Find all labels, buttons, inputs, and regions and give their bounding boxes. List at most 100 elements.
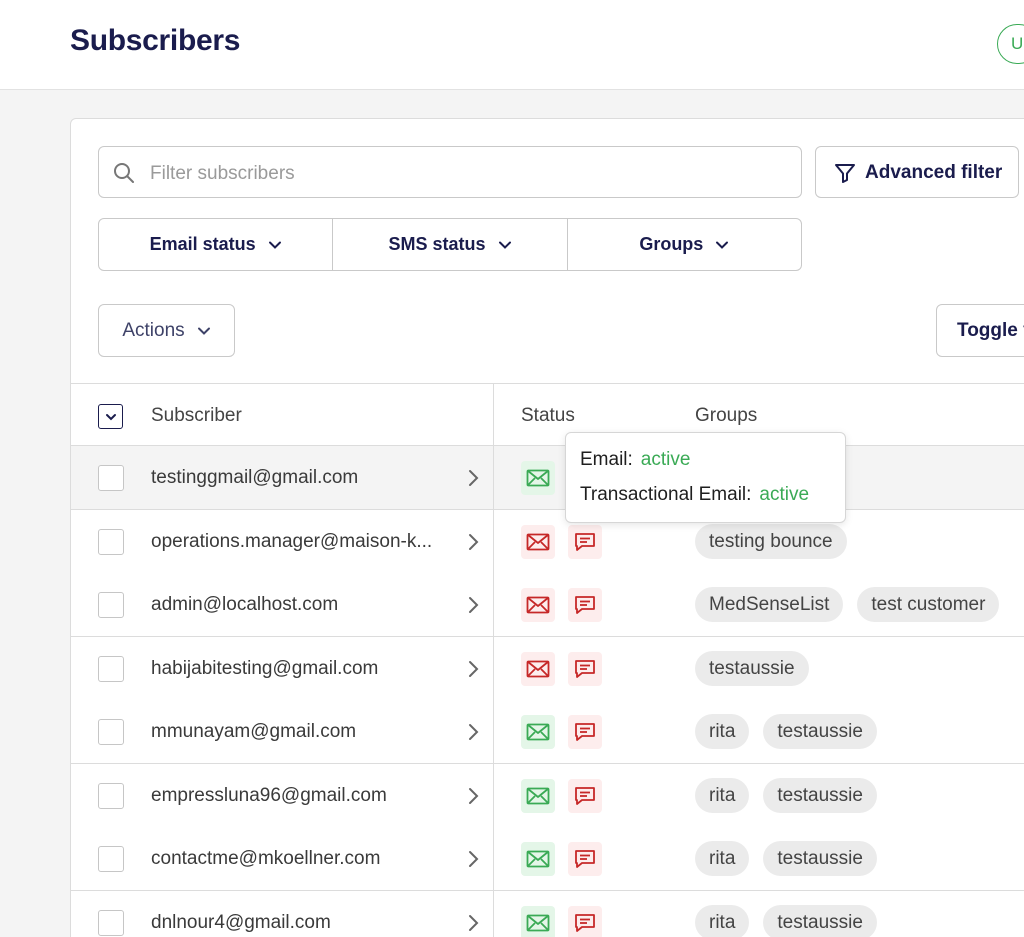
table-row[interactable]: operations.manager@maison-k... testing bo… — [71, 509, 1024, 574]
select-all-checkbox[interactable] — [98, 404, 123, 429]
chevron-down-icon — [105, 413, 116, 420]
group-tags: rita testaussie — [695, 841, 877, 876]
search-placeholder: Filter subscribers — [150, 163, 295, 184]
sms-status-icon[interactable] — [568, 715, 602, 749]
advanced-filter-button[interactable]: Advanced filter — [815, 146, 1019, 198]
subscriber-email[interactable]: testinggmail@gmail.com — [151, 467, 359, 488]
group-tag[interactable]: testaussie — [695, 650, 809, 686]
avatar[interactable]: U — [997, 24, 1024, 64]
actions-button[interactable]: Actions — [98, 304, 235, 357]
group-tag[interactable]: test customer — [857, 587, 1000, 622]
row-checkbox[interactable] — [98, 719, 124, 745]
email-status-icon[interactable] — [521, 588, 555, 622]
email-status-dropdown[interactable]: Email status — [99, 219, 334, 270]
actions-label: Actions — [122, 319, 185, 341]
table-row[interactable]: testinggmail@gmail.com — [71, 446, 1024, 510]
subscriber-email[interactable]: mmunayam@gmail.com — [151, 721, 357, 742]
group-tags: rita testaussie — [695, 714, 877, 749]
sms-status-icon[interactable] — [568, 651, 602, 686]
table-row[interactable]: contactme@mkoellner.com rita testaussie — [71, 827, 1024, 891]
chevron-down-icon — [716, 241, 729, 249]
row-checkbox[interactable] — [98, 528, 124, 555]
group-tags: testing bounce — [695, 523, 847, 559]
table-row[interactable]: habijabitesting@gmail.com testaussie — [71, 636, 1024, 701]
group-tags: rita testaussie — [695, 777, 877, 813]
email-status-icon[interactable] — [521, 651, 555, 686]
subscriber-email[interactable]: admin@localhost.com — [151, 594, 339, 615]
row-checkbox[interactable] — [98, 782, 124, 809]
column-divider — [493, 383, 494, 937]
page-title: Subscribers — [70, 24, 241, 57]
email-status-icon[interactable] — [521, 715, 555, 749]
advanced-filter-label: Advanced filter — [865, 162, 1003, 183]
chevron-down-icon — [268, 241, 281, 249]
email-status-icon[interactable] — [521, 461, 555, 495]
email-status-icon[interactable] — [521, 524, 555, 559]
status-filter-group: Email status SMS status Groups — [98, 218, 802, 271]
chevron-right-icon[interactable] — [467, 913, 479, 937]
group-tag[interactable]: rita — [695, 841, 750, 876]
group-tag[interactable]: rita — [695, 777, 750, 813]
column-header-subscriber[interactable]: Subscriber — [151, 405, 242, 426]
chevron-right-icon[interactable] — [467, 659, 479, 684]
toggle-button[interactable]: Toggle f — [936, 304, 1024, 357]
email-status-icon[interactable] — [521, 778, 555, 813]
tooltip-email-line: Email: active — [580, 449, 690, 471]
sms-status-icon[interactable] — [568, 588, 602, 622]
table-header: Subscriber Status Groups — [71, 383, 1024, 446]
groups-dropdown[interactable]: Groups — [568, 219, 801, 270]
group-tag[interactable]: rita — [695, 714, 750, 749]
tooltip-transactional-line: Transactional Email: active — [580, 484, 809, 506]
group-tag[interactable]: testaussie — [763, 714, 877, 749]
groups-label: Groups — [639, 234, 704, 254]
search-input[interactable]: Filter subscribers — [98, 146, 802, 198]
search-icon — [114, 163, 134, 183]
row-checkbox[interactable] — [98, 846, 124, 872]
sms-status-dropdown[interactable]: SMS status — [333, 219, 568, 270]
tooltip-email-value: active — [640, 449, 691, 470]
group-tag[interactable]: testaussie — [763, 841, 877, 876]
email-status-icon[interactable] — [521, 842, 555, 876]
sms-status-label: SMS status — [388, 234, 486, 254]
row-checkbox[interactable] — [98, 909, 124, 936]
table-row[interactable]: dnlnour4@gmail.com rita testaussie — [71, 890, 1024, 937]
status-tooltip: Email: active Transactional Email: active — [565, 432, 846, 523]
sms-status-icon[interactable] — [568, 905, 602, 937]
row-checkbox[interactable] — [98, 592, 124, 618]
sms-status-icon[interactable] — [568, 842, 602, 876]
table-row[interactable]: empressluna96@gmail.com rita testaussie — [71, 763, 1024, 828]
row-checkbox[interactable] — [98, 465, 124, 491]
chevron-down-icon — [498, 241, 511, 249]
chevron-right-icon[interactable] — [467, 849, 479, 874]
group-tags: rita testaussie — [695, 904, 877, 937]
group-tag[interactable]: testaussie — [763, 777, 877, 813]
subscriber-email[interactable]: dnlnour4@gmail.com — [151, 911, 331, 933]
tooltip-transactional-label: Transactional Email: — [580, 484, 752, 505]
sms-status-icon[interactable] — [568, 524, 602, 559]
chevron-right-icon[interactable] — [467, 532, 479, 557]
subscriber-email[interactable]: habijabitesting@gmail.com — [151, 657, 379, 679]
funnel-icon — [835, 164, 855, 183]
subscriber-email[interactable]: contactme@mkoellner.com — [151, 848, 381, 869]
chevron-right-icon[interactable] — [467, 722, 479, 747]
group-tag[interactable]: testing bounce — [695, 523, 847, 559]
email-status-icon[interactable] — [521, 905, 555, 937]
group-tag[interactable]: MedSenseList — [695, 587, 844, 622]
column-header-groups[interactable]: Groups — [695, 405, 758, 426]
chevron-down-icon — [197, 327, 210, 335]
subscriber-email[interactable]: empressluna96@gmail.com — [151, 784, 387, 806]
chevron-right-icon[interactable] — [467, 595, 479, 620]
tooltip-transactional-value: active — [759, 484, 810, 505]
subscriber-email[interactable]: operations.manager@maison-k... — [151, 530, 433, 552]
table-row[interactable]: admin@localhost.com MedSenseList test cust… — [71, 573, 1024, 637]
sms-status-icon[interactable] — [568, 778, 602, 813]
row-checkbox[interactable] — [98, 655, 124, 682]
group-tag[interactable]: rita — [695, 904, 750, 937]
table-row[interactable]: mmunayam@gmail.com rita testaussie — [71, 700, 1024, 764]
group-tag[interactable]: testaussie — [763, 904, 877, 937]
chevron-right-icon[interactable] — [467, 468, 479, 493]
group-tags: MedSenseList test customer — [695, 587, 1000, 622]
chevron-right-icon[interactable] — [467, 786, 479, 811]
tooltip-email-label: Email: — [580, 449, 633, 470]
column-header-status[interactable]: Status — [521, 405, 575, 426]
